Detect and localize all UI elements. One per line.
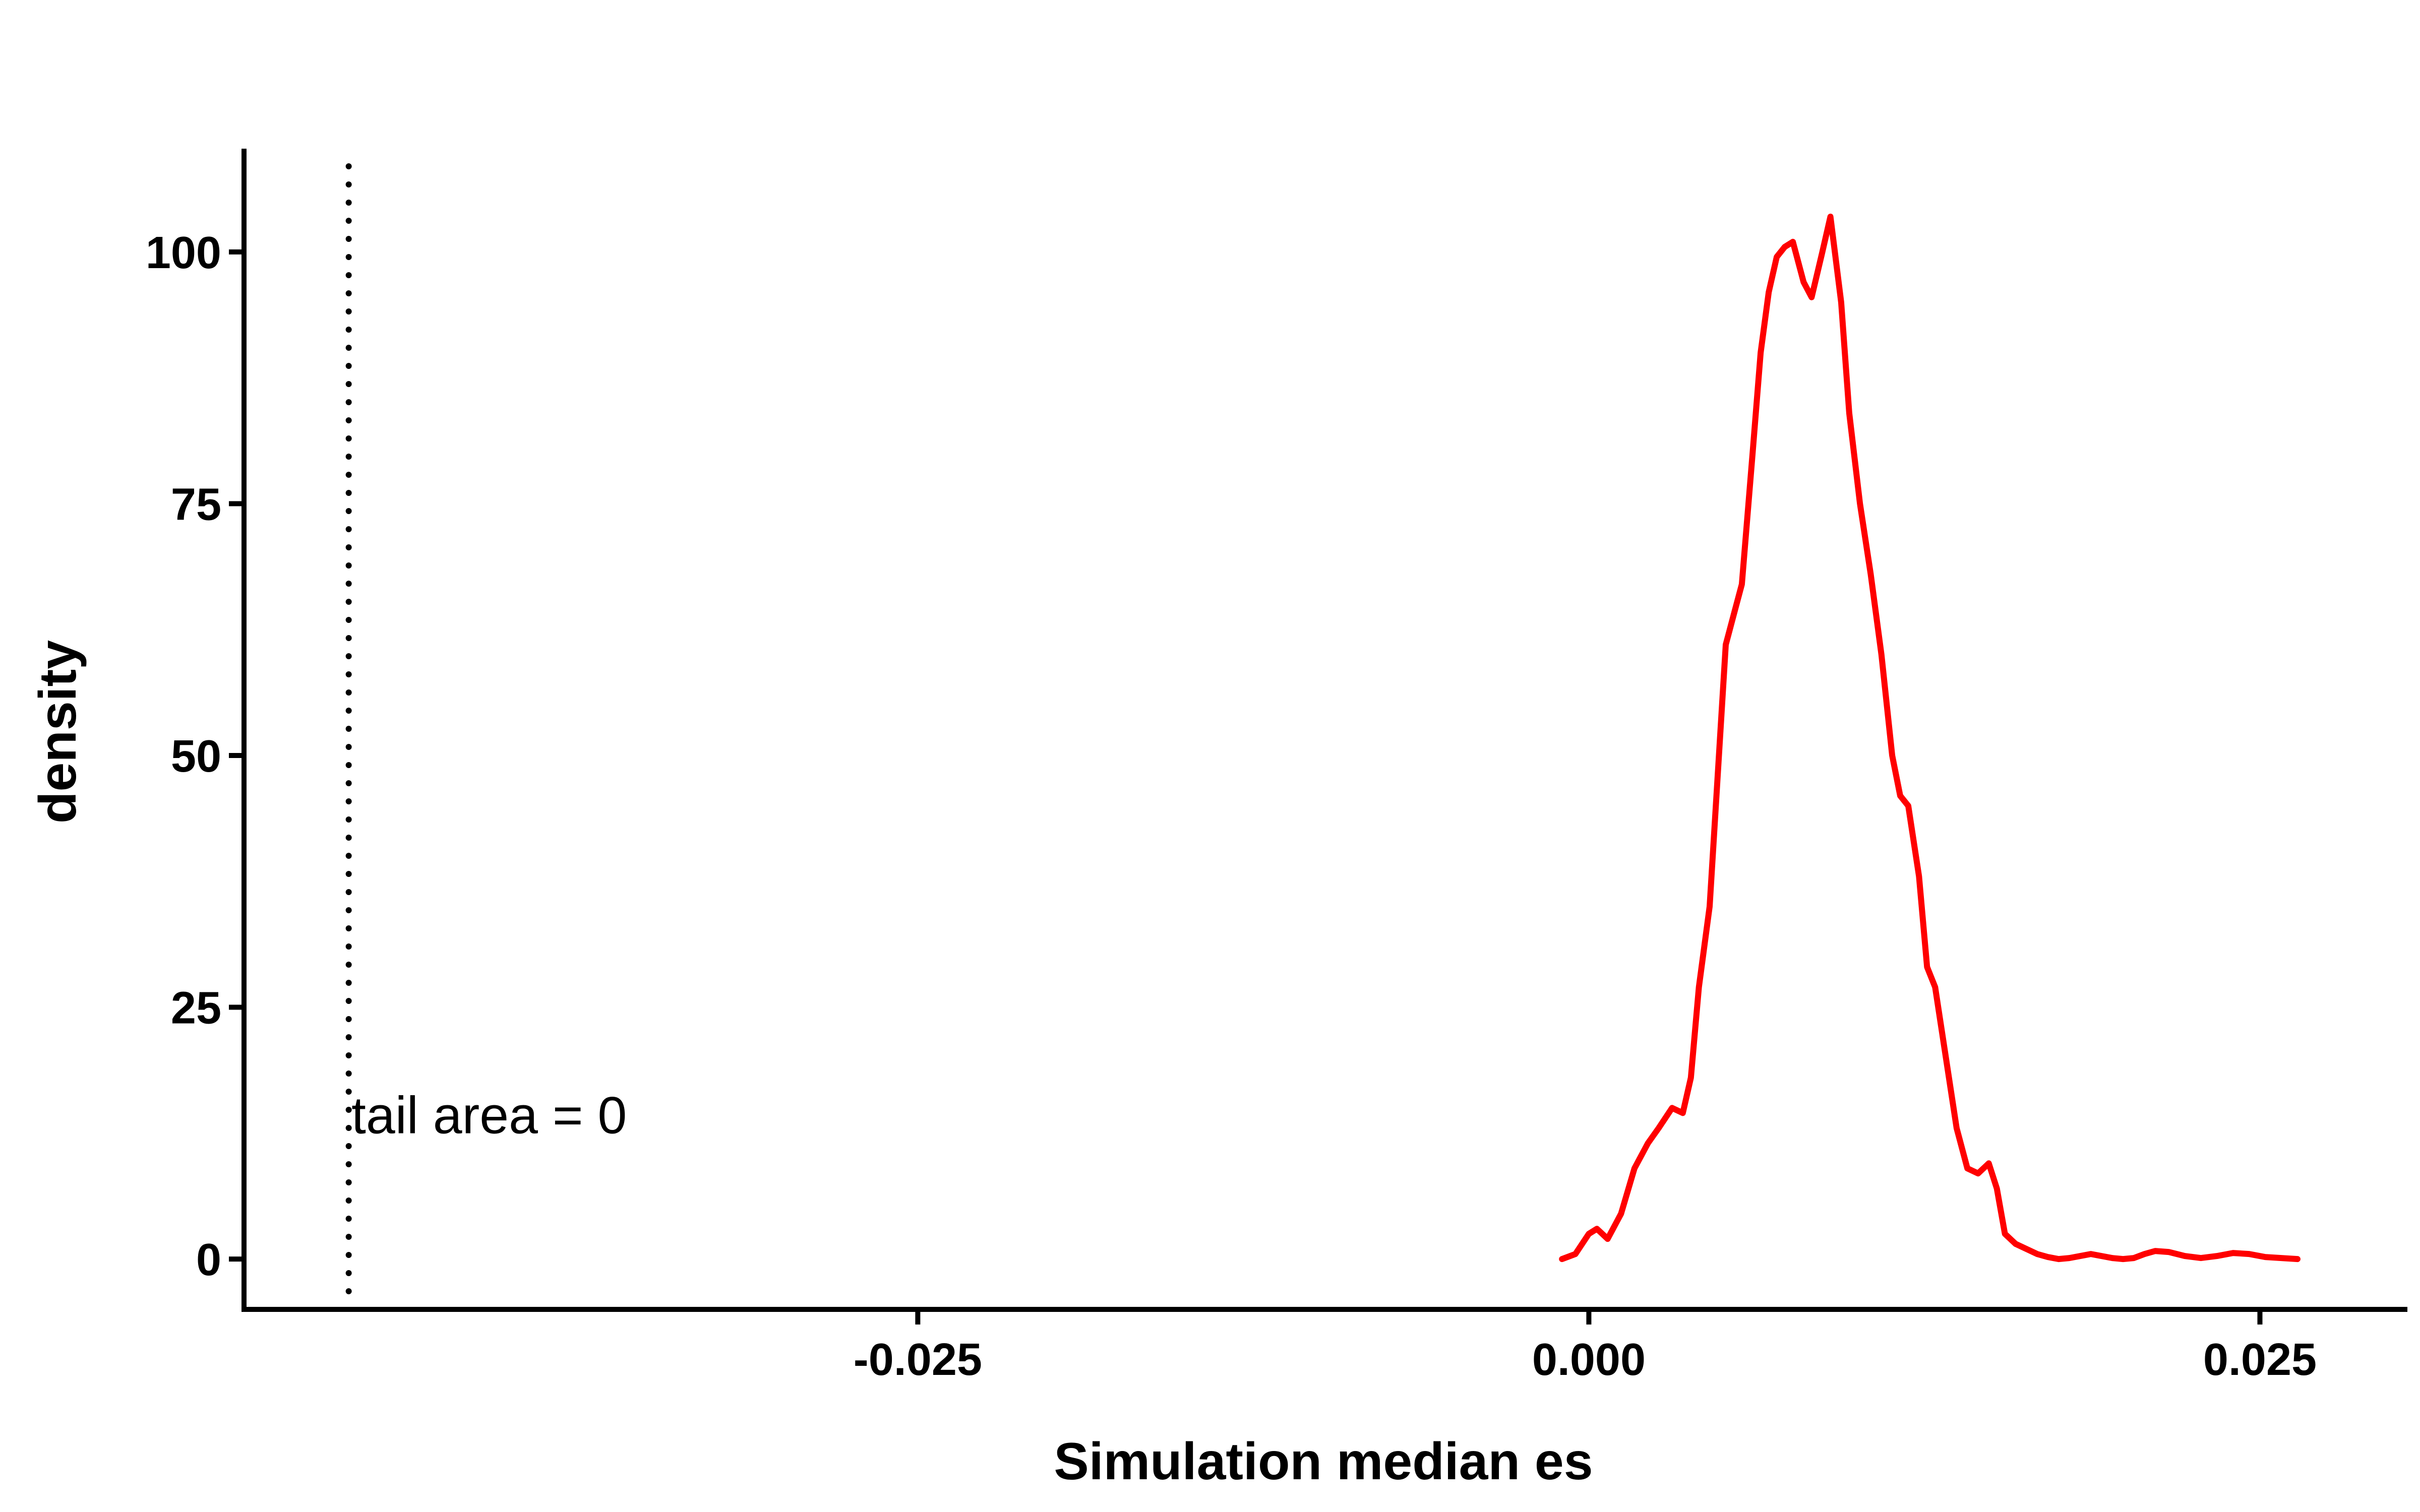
tail-area-annotation: tail area = 0 <box>351 1086 627 1145</box>
y-tick-label: 75 <box>171 479 221 530</box>
density-series-line <box>1559 213 2301 1263</box>
y-tick-label: 0 <box>196 1235 221 1285</box>
y-axis-ticks: 0 25 50 75 100 <box>146 228 244 1285</box>
y-axis-title: density <box>29 640 87 824</box>
y-tick-label: 100 <box>146 228 221 278</box>
x-axis-title: Simulation median es <box>1054 1432 1593 1491</box>
plot-area <box>345 163 2301 1312</box>
y-tick-label: 25 <box>171 983 221 1034</box>
x-tick-label: 0.025 <box>2203 1335 2317 1385</box>
x-tick-label: 0.000 <box>1532 1335 1646 1385</box>
x-axis-ticks: -0.025 0.000 0.025 <box>854 1309 2317 1385</box>
x-tick-label: -0.025 <box>854 1335 982 1385</box>
y-tick-label: 50 <box>171 731 221 782</box>
